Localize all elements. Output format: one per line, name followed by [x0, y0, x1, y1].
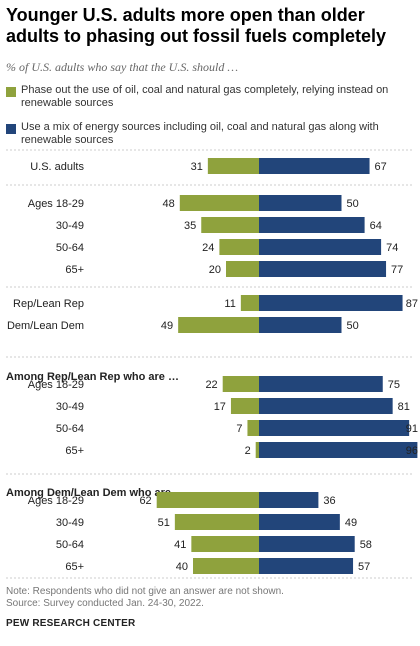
- bar-mix: [259, 536, 355, 552]
- value-label-phase-out: 11: [224, 298, 235, 310]
- bar-phase-out: [207, 158, 259, 174]
- value-label-mix: 50: [347, 320, 359, 332]
- value-label-phase-out: 41: [174, 539, 186, 551]
- value-label-mix: 57: [358, 561, 370, 573]
- value-label-mix: 67: [375, 161, 387, 173]
- group-header: Among Rep/Lean Rep who are …: [6, 371, 179, 383]
- value-label-phase-out: 49: [161, 320, 173, 332]
- bar-phase-out: [226, 261, 259, 277]
- row-label: Dem/Lean Dem: [7, 320, 84, 332]
- bar-mix: [259, 398, 393, 414]
- footnote: Note: Respondents who did not give an an…: [6, 586, 284, 597]
- legend-label-mix: Use a mix of energy sources including oi…: [21, 121, 379, 146]
- value-label-mix: 50: [347, 198, 359, 210]
- bar-phase-out: [191, 536, 259, 552]
- row-label: 30-49: [56, 401, 84, 413]
- group-header: Among Dem/Lean Dem who are …: [6, 487, 185, 499]
- bar-mix: [259, 558, 354, 574]
- value-label-mix: 75: [388, 379, 400, 391]
- bar-phase-out: [201, 217, 259, 233]
- legend-label-phase-out: Phase out the use of oil, coal and natur…: [21, 84, 389, 109]
- value-label-phase-out: 31: [191, 161, 203, 173]
- bar-phase-out: [230, 398, 259, 414]
- bar-mix: [259, 376, 383, 392]
- value-label-phase-out: 40: [176, 561, 188, 573]
- chart-title: Younger U.S. adults more open than older…: [6, 5, 387, 46]
- value-label-phase-out: 62: [139, 495, 151, 507]
- value-label-mix: 81: [398, 401, 410, 413]
- bar-phase-out: [179, 195, 259, 211]
- value-label-phase-out: 48: [163, 198, 175, 210]
- bar-mix: [259, 420, 410, 436]
- bar-phase-out: [219, 239, 259, 255]
- legend-swatch-phase-out: [6, 87, 16, 97]
- value-label-phase-out: 20: [209, 264, 221, 276]
- bar-mix: [259, 217, 365, 233]
- source-note: Source: Survey conducted Jan. 24-30, 202…: [6, 598, 204, 609]
- legend-swatch-mix: [6, 124, 16, 134]
- row-label: U.S. adults: [30, 161, 84, 173]
- row-label: 30-49: [56, 517, 84, 529]
- bar-mix: [259, 195, 342, 211]
- row-label: 50-64: [56, 539, 84, 551]
- row-label: 65+: [65, 445, 84, 457]
- value-label-mix: 58: [360, 539, 372, 551]
- row-label: Ages 18-29: [28, 495, 84, 507]
- value-label-mix: 49: [345, 517, 357, 529]
- row-label: 65+: [65, 561, 84, 573]
- value-label-mix: 87: [406, 298, 418, 310]
- bar-mix: [259, 492, 319, 508]
- row-label: Ages 18-29: [28, 379, 84, 391]
- bar-mix: [259, 442, 418, 458]
- bar-phase-out: [240, 295, 259, 311]
- row-label: 30-49: [56, 220, 84, 232]
- bar-phase-out: [193, 558, 259, 574]
- bar-mix: [259, 295, 403, 311]
- value-label-phase-out: 24: [202, 242, 214, 254]
- bar-mix: [259, 514, 340, 530]
- value-label-mix: 91: [406, 423, 418, 435]
- value-label-phase-out: 2: [245, 445, 251, 457]
- value-label-phase-out: 35: [184, 220, 196, 232]
- value-label-phase-out: 7: [236, 423, 242, 435]
- chart-subtitle: % of U.S. adults who say that the U.S. s…: [6, 60, 239, 74]
- value-label-mix: 96: [406, 445, 418, 457]
- value-label-mix: 77: [391, 264, 403, 276]
- row-label: Rep/Lean Rep: [13, 298, 84, 310]
- bar-mix: [259, 239, 382, 255]
- value-label-phase-out: 22: [205, 379, 217, 391]
- value-label-phase-out: 51: [158, 517, 170, 529]
- bar-mix: [259, 158, 370, 174]
- row-label: 50-64: [56, 423, 84, 435]
- bar-phase-out: [174, 514, 259, 530]
- value-label-mix: 36: [323, 495, 335, 507]
- value-label-mix: 64: [370, 220, 382, 232]
- bar-mix: [259, 317, 342, 333]
- bar-phase-out: [156, 492, 259, 508]
- bar-phase-out: [222, 376, 259, 392]
- value-label-mix: 74: [386, 242, 398, 254]
- bar-phase-out: [247, 420, 259, 436]
- bar-phase-out: [255, 442, 259, 458]
- value-label-phase-out: 17: [214, 401, 226, 413]
- bar-phase-out: [178, 317, 259, 333]
- row-label: 50-64: [56, 242, 84, 254]
- row-label: 65+: [65, 264, 84, 276]
- brand-label: PEW RESEARCH CENTER: [6, 618, 136, 629]
- row-label: Ages 18-29: [28, 198, 84, 210]
- bar-mix: [259, 261, 387, 277]
